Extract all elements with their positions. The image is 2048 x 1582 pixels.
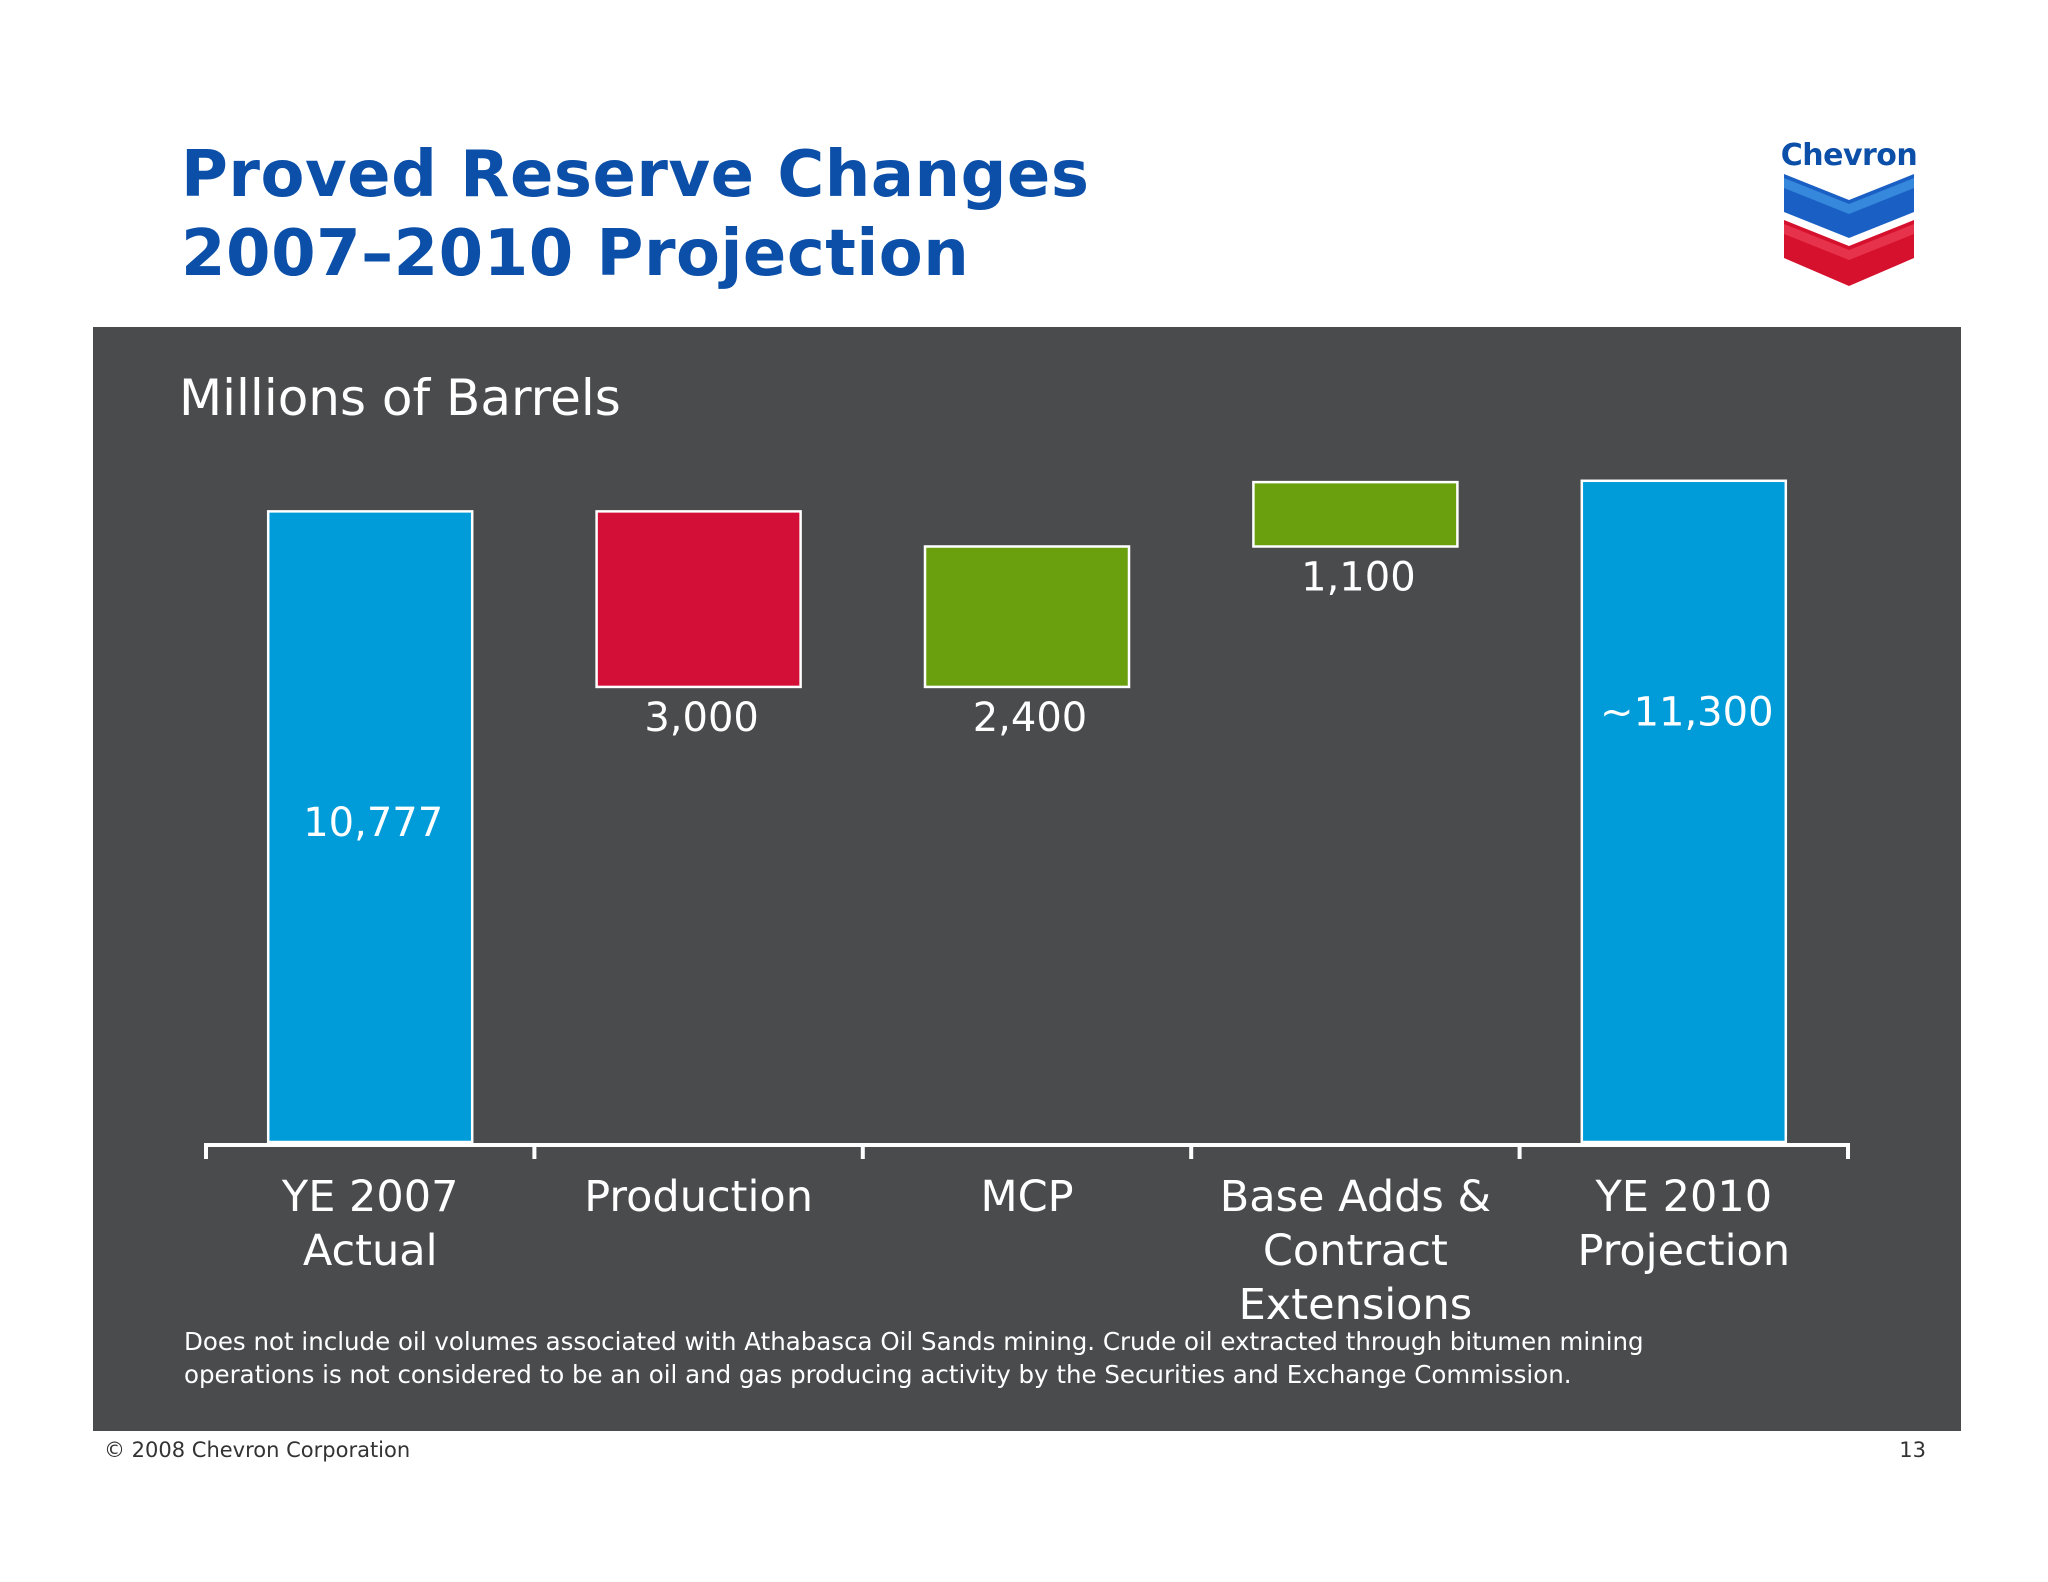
bar-4 bbox=[1580, 479, 1788, 1144]
data-label-2: 2,400 bbox=[973, 695, 1088, 741]
waterfall-chart: 10,777 3,000 2,400 1,100 ~11,300 YE 2007 Actua… bbox=[204, 479, 1850, 1327]
title-line-2: 2007–2010 Projection bbox=[181, 217, 970, 291]
data-label-4: ~11,300 bbox=[1600, 689, 1773, 735]
slide-title: Proved Reserve Changes 2007–2010 Project… bbox=[181, 136, 1089, 294]
data-label-3: 1,100 bbox=[1301, 554, 1416, 600]
copyright: © 2008 Chevron Corporation bbox=[104, 1438, 411, 1462]
bar-0 bbox=[266, 510, 474, 1144]
category-label-3: Base Adds & Contract Extensions bbox=[1220, 1172, 1491, 1327]
category-label-2: MCP bbox=[980, 1172, 1073, 1222]
category-label-1: Production bbox=[584, 1172, 813, 1222]
footnote-line-2: operations is not considered to be an oi… bbox=[184, 1360, 1572, 1389]
category-label-4: YE 2010 Projection bbox=[1577, 1172, 1790, 1276]
title-line-1: Proved Reserve Changes bbox=[181, 138, 1090, 212]
page-number: 13 bbox=[1899, 1438, 1926, 1462]
data-label-0: 10,777 bbox=[303, 800, 443, 846]
logo-wordmark: Chevron bbox=[1780, 138, 1918, 173]
chart-unit-label: Millions of Barrels bbox=[179, 369, 621, 427]
footnote-line-1: Does not include oil volumes associated … bbox=[184, 1327, 1644, 1356]
bar-2 bbox=[923, 545, 1131, 689]
bar-3 bbox=[1252, 480, 1459, 548]
category-label-0: YE 2007 Actual bbox=[281, 1172, 459, 1276]
bar-1 bbox=[595, 510, 802, 689]
chart-panel: Millions of Barrels 10,777 3,000 2,400 1,10… bbox=[93, 327, 1961, 1431]
footnote: Does not include oil volumes associated … bbox=[184, 1325, 1884, 1391]
data-label-1: 3,000 bbox=[644, 695, 759, 741]
chevron-logo: Chevron bbox=[1780, 138, 1918, 290]
chevron-emblem-icon bbox=[1784, 174, 1914, 286]
